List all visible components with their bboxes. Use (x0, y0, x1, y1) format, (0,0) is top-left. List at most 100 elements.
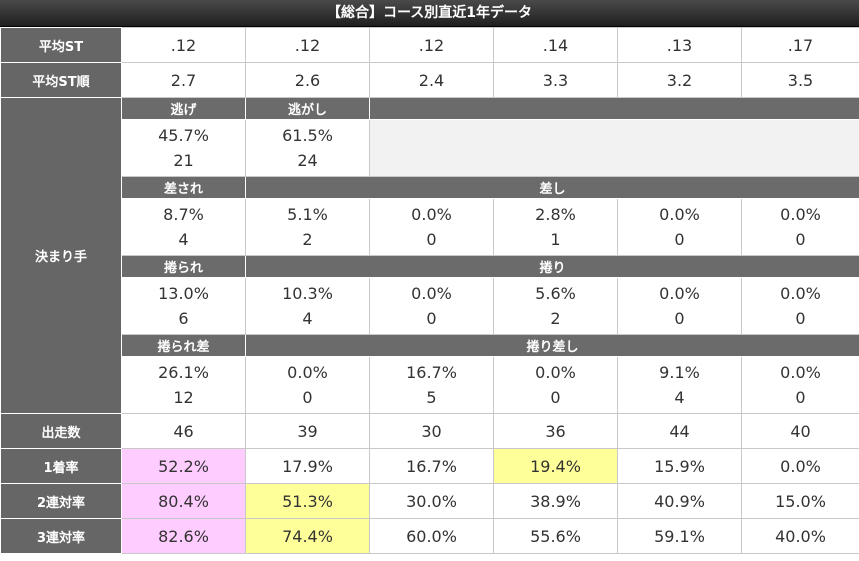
sashi-pct: 0.0% (411, 205, 452, 224)
makuri-sashi-pct: 9.1% (659, 363, 700, 382)
nige-cell: 45.7% 21 (121, 119, 246, 177)
makuri-sashi-pct: 0.0% (535, 363, 576, 382)
makuri-sashi-count: 5 (426, 388, 437, 407)
sashi-cell: 2.8% 1 (493, 198, 618, 256)
sashi-count: 0 (426, 230, 437, 249)
sasare-cell: 8.7% 4 (121, 198, 246, 256)
avg-st-rank-row: 平均ST順 2.7 2.6 2.4 3.3 3.2 3.5 (0, 62, 859, 98)
makuri-sashi-count: 4 (674, 388, 685, 407)
kimarite-header-row: 捲られ 捲り (1, 255, 859, 278)
win-rate-value: 19.4% (493, 448, 618, 484)
makurare-pct: 13.0% (158, 284, 209, 303)
starts-value: 40 (741, 413, 859, 449)
makuri-sashi-header: 捲り差し (245, 334, 859, 357)
avg-st-rank-value: 3.2 (617, 62, 742, 98)
top3-rate-value: 55.6% (493, 518, 618, 554)
win-rate-value: 17.9% (245, 448, 370, 484)
makuri-count: 0 (795, 309, 806, 328)
sashi-count: 2 (302, 230, 313, 249)
makuri-sashi-cell: 0.0% 0 (493, 356, 618, 414)
avg-st-rank-value: 3.5 (741, 62, 859, 98)
makuri-pct: 0.0% (411, 284, 452, 303)
makuri-count: 0 (426, 309, 437, 328)
makuri-count: 2 (550, 309, 561, 328)
top3-rate-value: 74.4% (245, 518, 370, 554)
win-rate-row: 1着率 52.2% 17.9% 16.7% 19.4% 15.9% 0.0% (0, 448, 859, 484)
nigashi-pct: 61.5% (282, 126, 333, 145)
top3-rate-label: 3連対率 (0, 518, 122, 554)
kimarite-value-row: 13.0% 6 10.3% 4 0.0% 0 5.6% 2 0.0% 0 0.0% 0 (1, 277, 859, 335)
sashi-pct: 0.0% (780, 205, 821, 224)
avg-st-value: .17 (741, 27, 859, 63)
nigashi-header: 逃がし (245, 97, 370, 120)
makuri-pct: 0.0% (659, 284, 700, 303)
starts-label: 出走数 (0, 413, 122, 449)
makurare-sa-header: 捲られ差 (121, 334, 246, 357)
makuri-count: 0 (674, 309, 685, 328)
avg-st-value: .12 (369, 27, 494, 63)
course-stats-table: 平均ST .12 .12 .12 .14 .13 .17 平均ST順 2.7 2… (0, 27, 859, 554)
makurare-cell: 13.0% 6 (121, 277, 246, 335)
sashi-pct: 0.0% (659, 205, 700, 224)
makuri-sashi-count: 0 (302, 388, 313, 407)
makuri-cell: 0.0% 0 (741, 277, 859, 335)
avg-st-value: .12 (245, 27, 370, 63)
top2-rate-value: 15.0% (741, 483, 859, 519)
makuri-pct: 5.6% (535, 284, 576, 303)
win-rate-value: 0.0% (741, 448, 859, 484)
makuri-sashi-cell: 16.7% 5 (369, 356, 494, 414)
top2-rate-value: 30.0% (369, 483, 494, 519)
avg-st-label: 平均ST (0, 27, 122, 63)
sashi-cell: 5.1% 2 (245, 198, 370, 256)
sasare-header: 差され (121, 176, 246, 199)
kimarite-header-row: 差され 差し (1, 176, 859, 199)
top3-rate-value: 40.0% (741, 518, 859, 554)
win-rate-value: 16.7% (369, 448, 494, 484)
makuri-count: 4 (302, 309, 313, 328)
win-rate-value: 52.2% (121, 448, 246, 484)
top3-rate-value: 82.6% (121, 518, 246, 554)
top3-rate-row: 3連対率 82.6% 74.4% 60.0% 55.6% 59.1% 40.0% (0, 518, 859, 554)
sashi-header: 差し (245, 176, 859, 199)
avg-st-value: .14 (493, 27, 618, 63)
makuri-cell: 5.6% 2 (493, 277, 618, 335)
makuri-sashi-count: 0 (795, 388, 806, 407)
top3-rate-value: 59.1% (617, 518, 742, 554)
makuri-sashi-pct: 16.7% (406, 363, 457, 382)
avg-st-rank-value: 3.3 (493, 62, 618, 98)
makuri-pct: 10.3% (282, 284, 333, 303)
sashi-pct: 5.1% (287, 205, 328, 224)
makurare-sa-cell: 26.1% 12 (121, 356, 246, 414)
top2-rate-value: 40.9% (617, 483, 742, 519)
starts-value: 46 (121, 413, 246, 449)
sashi-pct: 2.8% (535, 205, 576, 224)
nige-header: 逃げ (121, 97, 246, 120)
avg-st-rank-value: 2.7 (121, 62, 246, 98)
makuri-cell: 10.3% 4 (245, 277, 370, 335)
makuri-sashi-cell: 9.1% 4 (617, 356, 742, 414)
kimarite-header-row: 捲られ差 捲り差し (1, 334, 859, 357)
kimarite-header-row: 決まり手 逃げ 逃がし (0, 97, 859, 414)
sasare-pct: 8.7% (163, 205, 204, 224)
kimarite-value-row: 26.1% 12 0.0% 0 16.7% 5 0.0% 0 9.1% 4 0.0% 0 (1, 356, 859, 414)
nige-count: 21 (173, 151, 194, 170)
sashi-count: 0 (795, 230, 806, 249)
empty-header (369, 97, 859, 120)
win-rate-label: 1着率 (0, 448, 122, 484)
avg-st-rank-label: 平均ST順 (0, 62, 122, 98)
kimarite-label: 決まり手 (0, 97, 122, 414)
nige-pct: 45.7% (158, 126, 209, 145)
makuri-header: 捲り (245, 255, 859, 278)
makurare-header: 捲られ (121, 255, 246, 278)
makurare-count: 6 (178, 309, 189, 328)
empty-cell (369, 119, 859, 177)
avg-st-value: .12 (121, 27, 246, 63)
avg-st-rank-value: 2.6 (245, 62, 370, 98)
top3-rate-value: 60.0% (369, 518, 494, 554)
starts-value: 30 (369, 413, 494, 449)
nigashi-count: 24 (297, 151, 318, 170)
makuri-cell: 0.0% 0 (369, 277, 494, 335)
makuri-sashi-count: 0 (550, 388, 561, 407)
starts-value: 36 (493, 413, 618, 449)
sashi-count: 1 (550, 230, 561, 249)
